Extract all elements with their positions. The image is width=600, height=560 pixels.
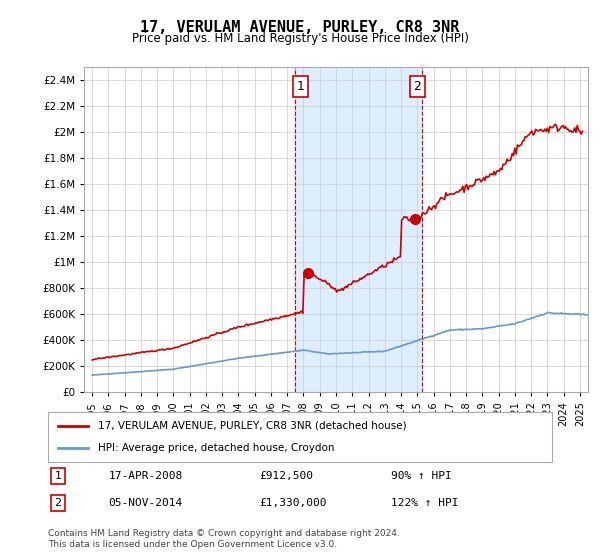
Text: 1: 1 [55,471,62,481]
FancyBboxPatch shape [48,412,552,462]
Text: 90% ↑ HPI: 90% ↑ HPI [391,471,451,481]
Text: 2: 2 [55,498,62,508]
Text: £1,330,000: £1,330,000 [260,498,327,508]
Text: Contains HM Land Registry data © Crown copyright and database right 2024.
This d: Contains HM Land Registry data © Crown c… [48,529,400,549]
Text: 2: 2 [413,80,421,93]
Text: £912,500: £912,500 [260,471,314,481]
Text: 05-NOV-2014: 05-NOV-2014 [109,498,183,508]
Text: 17, VERULAM AVENUE, PURLEY, CR8 3NR: 17, VERULAM AVENUE, PURLEY, CR8 3NR [140,20,460,35]
Text: 122% ↑ HPI: 122% ↑ HPI [391,498,458,508]
Text: 1: 1 [296,80,304,93]
Text: Price paid vs. HM Land Registry's House Price Index (HPI): Price paid vs. HM Land Registry's House … [131,32,469,45]
Bar [295,67,422,392]
Text: HPI: Average price, detached house, Croydon: HPI: Average price, detached house, Croy… [98,443,335,453]
Text: 17, VERULAM AVENUE, PURLEY, CR8 3NR (detached house): 17, VERULAM AVENUE, PURLEY, CR8 3NR (det… [98,421,407,431]
Text: 17-APR-2008: 17-APR-2008 [109,471,183,481]
